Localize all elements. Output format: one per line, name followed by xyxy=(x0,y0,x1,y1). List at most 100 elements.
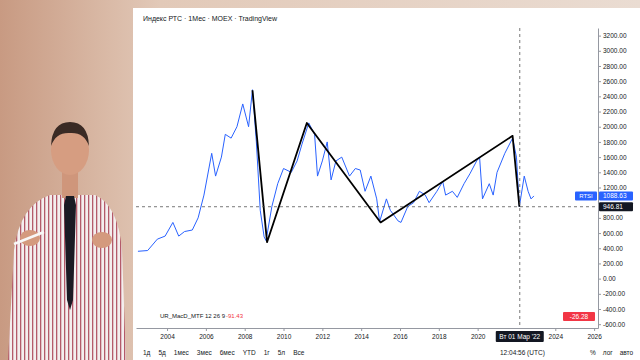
y-tick-label: 3200.00 xyxy=(603,32,627,39)
y-axis: -600.00 -400.00 -200.00 0.00 200.00 400.00 600… xyxy=(598,29,627,329)
y-tick-label: -400.00 xyxy=(603,306,625,313)
y-tick-mark xyxy=(598,187,601,188)
y-tick: 800.00 xyxy=(598,214,623,221)
range-button[interactable]: YTD xyxy=(243,349,256,356)
tie xyxy=(64,196,76,310)
x-tick-mark xyxy=(206,328,207,331)
y-tick-label: 2200.00 xyxy=(603,108,627,115)
x-tick: 2006 xyxy=(199,328,214,340)
scale-button[interactable]: % xyxy=(590,349,596,356)
y-tick-label: 2000.00 xyxy=(603,123,627,130)
x-tick-label: 2008 xyxy=(238,333,253,340)
y-tick-mark xyxy=(598,279,601,280)
x-tick-mark xyxy=(439,328,440,331)
page: Индекс РТС · 1Мес · MOEX · TradingView -6… xyxy=(0,0,640,360)
range-button[interactable]: 6мес xyxy=(220,349,236,356)
y-tick-label: 2400.00 xyxy=(603,93,627,100)
range-button[interactable]: 3мес xyxy=(197,349,213,356)
range-button[interactable]: 1г xyxy=(264,349,271,356)
x-tick-label: 2004 xyxy=(160,333,175,340)
title: Индекс РТС · 1Мес · MOEX · TradingView xyxy=(143,15,278,23)
x-tick: 2020 xyxy=(471,328,486,340)
x-tick-label: 2006 xyxy=(199,333,214,340)
y-tick: -200.00 xyxy=(598,290,625,297)
y-tick: 0.00 xyxy=(598,275,616,282)
y-tick-label: -600.00 xyxy=(603,321,625,328)
x-tick: 2014 xyxy=(354,328,369,340)
y-tick-label: 400.00 xyxy=(603,245,623,252)
last-price: 1088.63 xyxy=(603,192,627,199)
y-tick-mark xyxy=(598,309,601,310)
y-tick: 2800.00 xyxy=(598,63,627,70)
y-tick-label: 1600.00 xyxy=(603,154,627,161)
y-tick: 3000.00 xyxy=(598,47,627,54)
scale-button[interactable]: авто xyxy=(620,349,634,356)
x-tick: 2016 xyxy=(393,328,408,340)
y-tick-mark xyxy=(598,294,601,295)
price-line xyxy=(252,90,519,242)
clock: 12:04:56 (UTC) xyxy=(500,349,545,357)
x-tick-mark xyxy=(284,328,285,331)
x-tick-mark xyxy=(361,328,362,331)
last-name: RTSI xyxy=(579,193,593,199)
x-tick: 2018 xyxy=(432,328,447,340)
y-tick-mark xyxy=(598,112,601,113)
y-tick: 1200.00 xyxy=(598,184,627,191)
x-tick-mark xyxy=(555,328,556,331)
range-button[interactable]: 5л xyxy=(278,349,286,356)
range-button[interactable]: Все xyxy=(293,349,305,356)
x-tick-mark xyxy=(322,328,323,331)
y-tick: 2200.00 xyxy=(598,108,627,115)
y-tick: 1400.00 xyxy=(598,169,627,176)
range-button[interactable]: 1д xyxy=(143,349,151,357)
y-tick-mark xyxy=(598,142,601,143)
crosshair-y-label: 946.81 xyxy=(603,203,623,210)
indicator-last-box xyxy=(563,312,595,321)
x-tick-mark xyxy=(478,328,479,331)
price-line xyxy=(138,90,534,252)
y-tick: 200.00 xyxy=(598,260,623,267)
x-tick-mark xyxy=(245,328,246,331)
x-tick-label: 2020 xyxy=(471,333,486,340)
crosshair-x-label: Вт 01 Мар '22 xyxy=(499,333,540,341)
indicator-name: UR_MacD_MTF 12 26 9 xyxy=(160,313,226,319)
x-tick-mark xyxy=(400,328,401,331)
crosshair-vertical xyxy=(519,28,520,328)
y-tick-mark xyxy=(598,96,601,97)
range-button[interactable]: 1мес xyxy=(174,349,190,356)
x-tick-label: 2016 xyxy=(393,333,408,340)
y-tick-label: 3000.00 xyxy=(603,47,627,54)
background xyxy=(0,0,640,360)
y-tick-mark xyxy=(598,66,601,67)
x-tick: 2012 xyxy=(316,328,331,340)
y-tick-mark xyxy=(598,172,601,173)
y-tick-label: 1800.00 xyxy=(603,139,627,146)
x-tick-label: 2018 xyxy=(432,333,447,340)
indicator-value: -91.43 xyxy=(226,313,244,319)
y-tick-mark xyxy=(598,127,601,128)
y-tick: -600.00 xyxy=(598,321,625,328)
y-tick-label: 600.00 xyxy=(603,230,623,237)
y-tick-label: -200.00 xyxy=(603,290,625,297)
x-tick: 2010 xyxy=(277,328,292,340)
y-tick-mark xyxy=(598,157,601,158)
last-price-box xyxy=(599,191,633,200)
y-tick-mark xyxy=(598,81,601,82)
scale-button[interactable]: лог xyxy=(603,349,613,356)
x-tick-mark xyxy=(594,328,595,331)
crosshair-y-box xyxy=(599,202,633,211)
y-tick-mark xyxy=(598,218,601,219)
last-name-box xyxy=(575,191,597,200)
y-tick: 1800.00 xyxy=(598,139,627,146)
y-tick: 3200.00 xyxy=(598,32,627,39)
y-tick-label: 800.00 xyxy=(603,214,623,221)
x-tick-mark xyxy=(167,328,168,331)
indicator-last: -26.28 xyxy=(570,313,589,320)
y-tick-mark xyxy=(598,248,601,249)
y-tick-label: 2600.00 xyxy=(603,78,627,85)
hair xyxy=(51,122,89,146)
y-axis-line xyxy=(598,29,599,329)
shirt xyxy=(8,195,126,360)
range-button[interactable]: 5д xyxy=(158,349,166,357)
x-axis-line xyxy=(137,328,599,329)
